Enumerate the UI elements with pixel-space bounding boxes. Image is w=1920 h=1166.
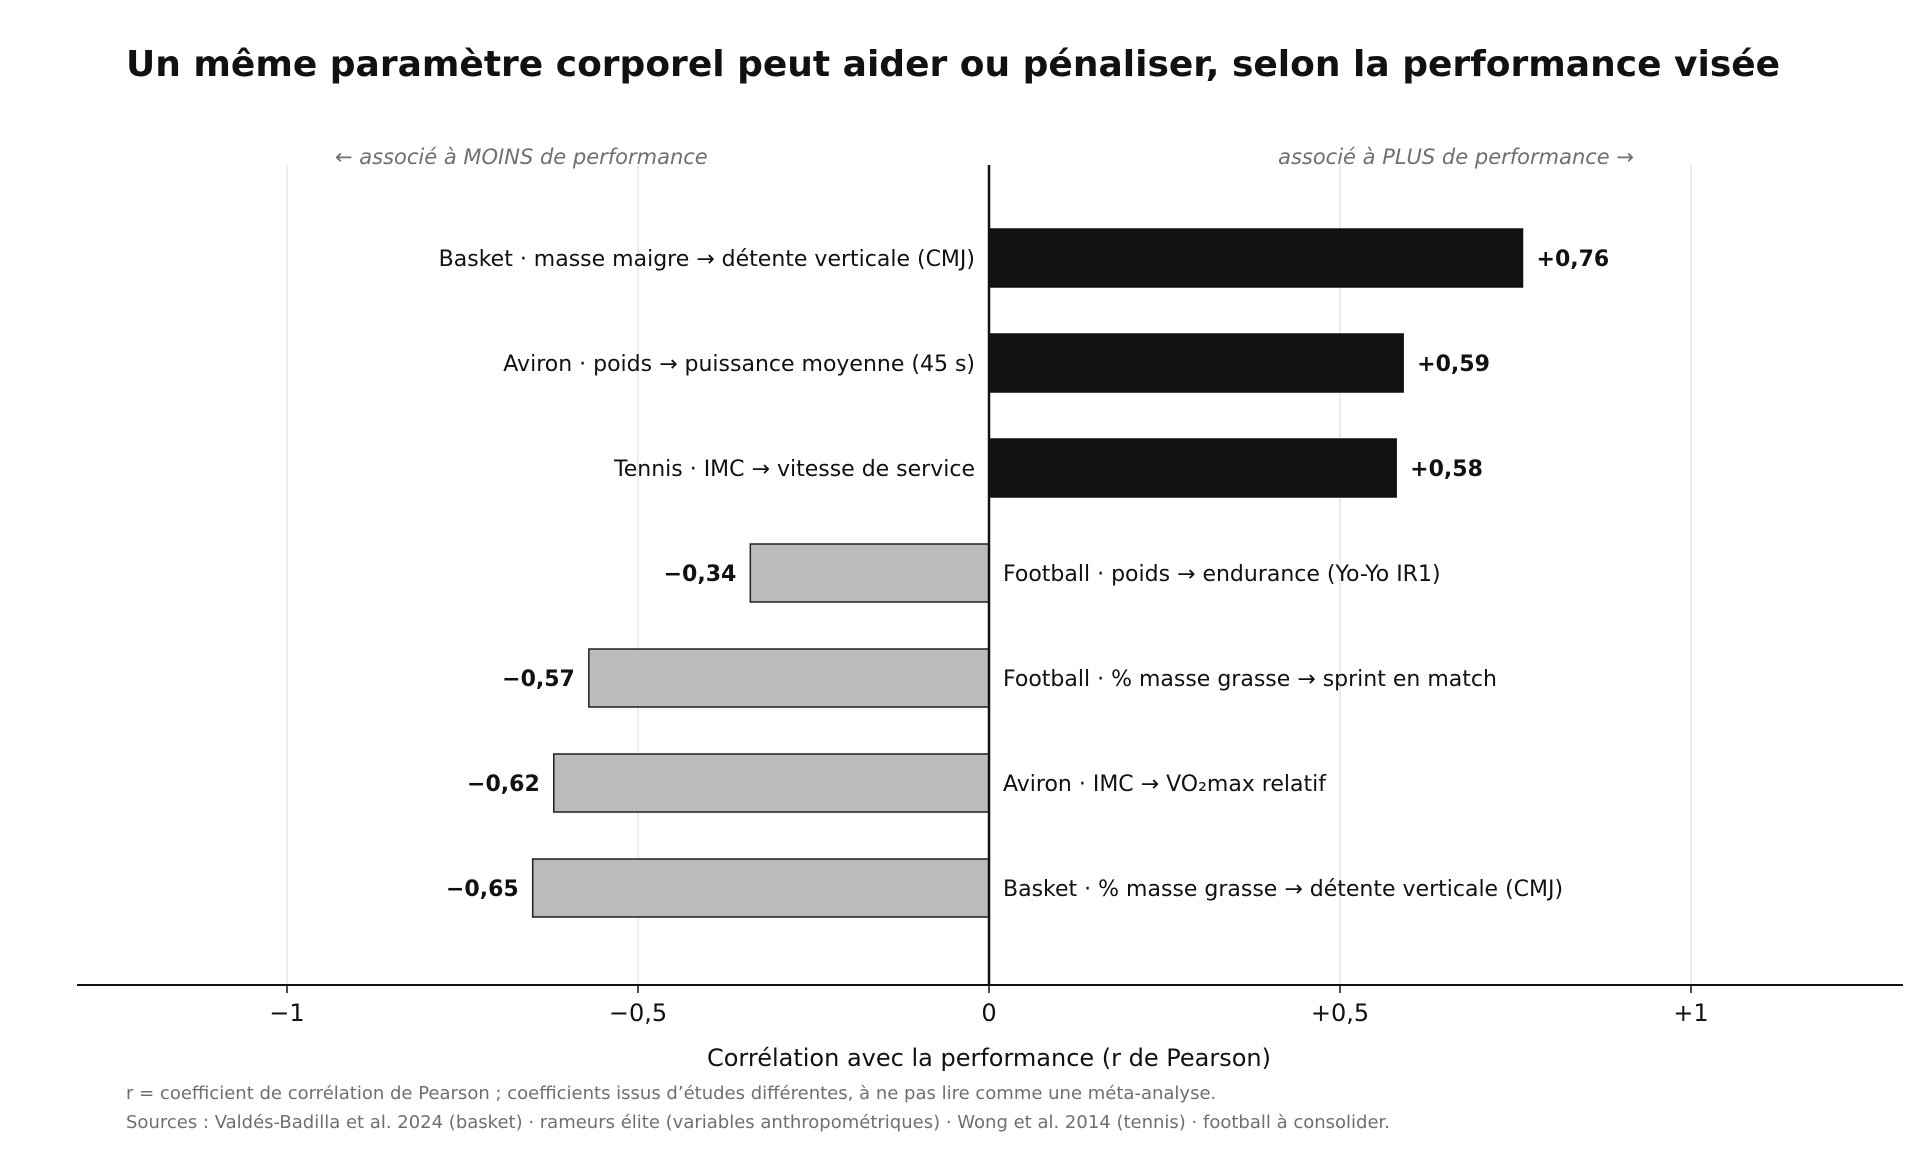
bar xyxy=(749,543,990,603)
x-axis-label: Corrélation avec la performance (r de Pe… xyxy=(707,1044,1271,1072)
x-tick-label: 0 xyxy=(981,999,996,1027)
direction-label-left: ← associé à MOINS de performance xyxy=(335,145,708,169)
chart-title: Un même paramètre corporel peut aider ou… xyxy=(126,44,1781,85)
category-label: Aviron · IMC → VO₂max relatif xyxy=(1003,772,1327,797)
category-label: Aviron · poids → puissance moyenne (45 s… xyxy=(503,352,975,377)
grid-lines xyxy=(286,165,1692,985)
bar xyxy=(988,438,1397,498)
direction-label-right: associé à PLUS de performance → xyxy=(1278,145,1634,169)
category-label: Football · poids → endurance (Yo-Yo IR1) xyxy=(1003,562,1441,587)
value-label: −0,65 xyxy=(446,877,519,902)
x-tick-label: −1 xyxy=(269,999,304,1027)
bar xyxy=(553,753,990,813)
bar xyxy=(988,333,1404,393)
axes xyxy=(77,165,1903,986)
category-label: Basket · masse maigre → détente vertical… xyxy=(439,247,975,272)
value-label: −0,34 xyxy=(664,562,737,587)
footnote-definition: r = coefficient de corrélation de Pearso… xyxy=(126,1083,1217,1104)
x-tick-label: +1 xyxy=(1673,999,1708,1027)
category-label: Basket · % masse grasse → détente vertic… xyxy=(1003,877,1563,902)
bar-labels: Basket · masse maigre → détente vertical… xyxy=(439,247,1610,902)
x-tick-label: +0,5 xyxy=(1311,999,1369,1027)
x-ticks: −1 −0,5 0 +0,5 +1 xyxy=(269,985,1709,1027)
bar xyxy=(588,648,990,708)
footnote-sources: Sources : Valdés-Badilla et al. 2024 (ba… xyxy=(126,1112,1391,1133)
bar xyxy=(531,858,990,918)
bar xyxy=(988,228,1524,288)
value-label: +0,59 xyxy=(1417,352,1490,377)
bars xyxy=(531,228,1524,918)
category-label: Tennis · IMC → vitesse de service xyxy=(613,457,975,482)
x-tick-label: −0,5 xyxy=(609,999,667,1027)
value-label: −0,57 xyxy=(502,667,575,692)
value-label: +0,76 xyxy=(1537,247,1610,272)
category-label: Football · % masse grasse → sprint en ma… xyxy=(1003,667,1497,692)
value-label: +0,58 xyxy=(1410,457,1483,482)
value-label: −0,62 xyxy=(467,772,540,797)
